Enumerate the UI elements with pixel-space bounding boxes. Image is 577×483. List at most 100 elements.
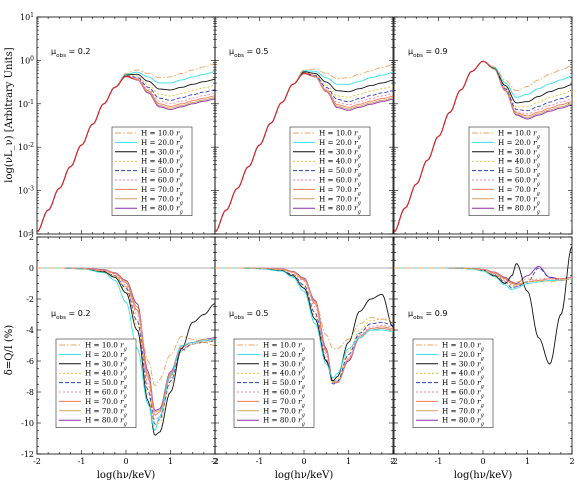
legend-label: H = 80.0 rg — [442, 416, 484, 428]
x-tick-label: 1 — [525, 457, 530, 466]
series-line — [37, 267, 215, 386]
y-tick-label: 10-4 — [18, 229, 34, 240]
legend-label: H = 20.0 rg — [141, 138, 183, 150]
legend-label: H = 20.0 rg — [319, 138, 361, 150]
legend-label: H = 70.0 rg — [442, 406, 484, 418]
legend: H = 10.0 rgH = 20.0 rgH = 30.0 rgH = 40.… — [233, 338, 315, 428]
x-tick-label: -1 — [78, 457, 86, 466]
mu-label: μobs = 0.2 — [51, 309, 91, 321]
y-tick-label: -12 — [21, 450, 34, 459]
series-line — [394, 267, 572, 291]
mu-label: μobs = 0.9 — [408, 309, 448, 321]
legend-label: H = 30.0 rg — [85, 359, 127, 371]
y-tick-label: 0 — [29, 264, 34, 273]
legend-label: H = 70.0 rg — [319, 194, 361, 206]
y-tick-label: -6 — [26, 357, 34, 366]
series-line — [215, 267, 393, 350]
legend-label: H = 30.0 rg — [442, 359, 484, 371]
legend-label: H = 70.0 rg — [263, 397, 305, 409]
legend: H = 10.0 rgH = 20.0 rgH = 30.0 rgH = 40.… — [289, 126, 371, 216]
y-axis-label-bottom: δ=Q/I (%) — [4, 325, 15, 375]
legend-label: H = 70.0 rg — [141, 185, 183, 197]
legend-label: H = 10.0 rg — [319, 129, 361, 141]
legend-label: H = 60.0 rg — [85, 388, 127, 400]
legend-label: H = 10.0 rg — [141, 129, 183, 141]
shared-curve — [37, 75, 133, 233]
y-tick-label: 100 — [20, 55, 34, 66]
x-tick-label: 1 — [346, 457, 351, 466]
legend-label: H = 80.0 rg — [319, 204, 361, 216]
x-axis-label-2: log(hν/keV) — [275, 470, 334, 481]
y-tick-label: -2 — [26, 295, 34, 304]
shared-curve — [215, 72, 311, 233]
y-tick-label: 101 — [20, 12, 34, 23]
legend-label: H = 60.0 rg — [498, 176, 540, 188]
legend-frame — [111, 126, 193, 216]
y-axis-label-top: log(νL_ν) [Arbitrary Units] — [4, 47, 15, 182]
legend-label: H = 50.0 rg — [263, 378, 305, 390]
legend-label: H = 70.0 rg — [85, 397, 127, 409]
y-tick-label: 10-1 — [18, 98, 34, 109]
legend-frame — [468, 126, 550, 216]
legend-label: H = 70.0 rg — [141, 194, 183, 206]
x-tick-label: 0 — [301, 457, 306, 466]
legend-label: H = 30.0 rg — [319, 147, 361, 159]
mu-label: μobs = 0.2 — [51, 47, 91, 59]
mu-label: μobs = 0.5 — [229, 309, 269, 321]
y-tick-label: 10-2 — [18, 142, 34, 153]
legend-label: H = 80.0 rg — [85, 416, 127, 428]
shared-curve — [394, 60, 491, 233]
series-line — [215, 267, 393, 379]
legend-label: H = 10.0 rg — [263, 341, 305, 353]
x-tick-label: -2 — [211, 457, 219, 466]
legend-label: H = 40.0 rg — [442, 369, 484, 381]
curves — [37, 267, 215, 436]
legend-label: H = 40.0 rg — [319, 157, 361, 169]
legend-label: H = 60.0 rg — [442, 388, 484, 400]
legend: H = 10.0 rgH = 20.0 rgH = 30.0 rgH = 40.… — [55, 338, 137, 428]
curves — [394, 246, 572, 365]
legend-label: H = 40.0 rg — [263, 369, 305, 381]
legend-label: H = 20.0 rg — [498, 138, 540, 150]
x-tick-label: 0 — [123, 457, 128, 466]
x-tick-label: -1 — [435, 457, 443, 466]
series-line — [394, 267, 572, 284]
x-axis-label-3: log(hν/keV) — [454, 470, 513, 481]
panel-top-1: 10-4 10-3 10-2 10-1 100 101 μobs = 0.2 H = 10.0… — [18, 12, 216, 240]
mu-label: μobs = 0.9 — [408, 47, 448, 59]
y-tick-label: 2 — [29, 233, 34, 242]
legend-label: H = 70.0 rg — [263, 406, 305, 418]
x-tick-label: -1 — [256, 457, 264, 466]
legend-label: H = 80.0 rg — [141, 204, 183, 216]
x-axis-label-1: log(hν/keV) — [97, 470, 156, 481]
panel-top-3: μobs = 0.9 H = 10.0 rgH = 20.0 rgH = 30.0… — [393, 16, 573, 235]
y-tick-label: -4 — [26, 326, 34, 335]
legend-label: H = 30.0 rg — [498, 147, 540, 159]
legend-label: H = 50.0 rg — [85, 378, 127, 390]
legend-label: H = 10.0 rg — [85, 341, 127, 353]
curves — [215, 64, 393, 233]
legend-label: H = 10.0 rg — [498, 129, 540, 141]
curves — [394, 60, 572, 233]
legend-label: H = 60.0 rg — [263, 388, 305, 400]
x-tick-label: 2 — [212, 457, 217, 466]
legend: H = 10.0 rgH = 20.0 rgH = 30.0 rgH = 40.… — [111, 126, 193, 216]
legend-label: H = 80.0 rg — [498, 204, 540, 216]
legend-label: H = 70.0 rg — [85, 406, 127, 418]
curves — [215, 267, 393, 385]
series-line — [37, 63, 215, 233]
legend-label: H = 60.0 rg — [141, 176, 183, 188]
series-line — [37, 267, 215, 431]
y-tick-label: -10 — [21, 419, 34, 428]
legend-frame — [233, 338, 315, 428]
legend-label: H = 30.0 rg — [141, 147, 183, 159]
legend-label: H = 20.0 rg — [263, 350, 305, 362]
legend-label: H = 40.0 rg — [85, 369, 127, 381]
legend-label: H = 70.0 rg — [319, 185, 361, 197]
legend-label: H = 70.0 rg — [498, 194, 540, 206]
x-tick-label: 0 — [480, 457, 485, 466]
